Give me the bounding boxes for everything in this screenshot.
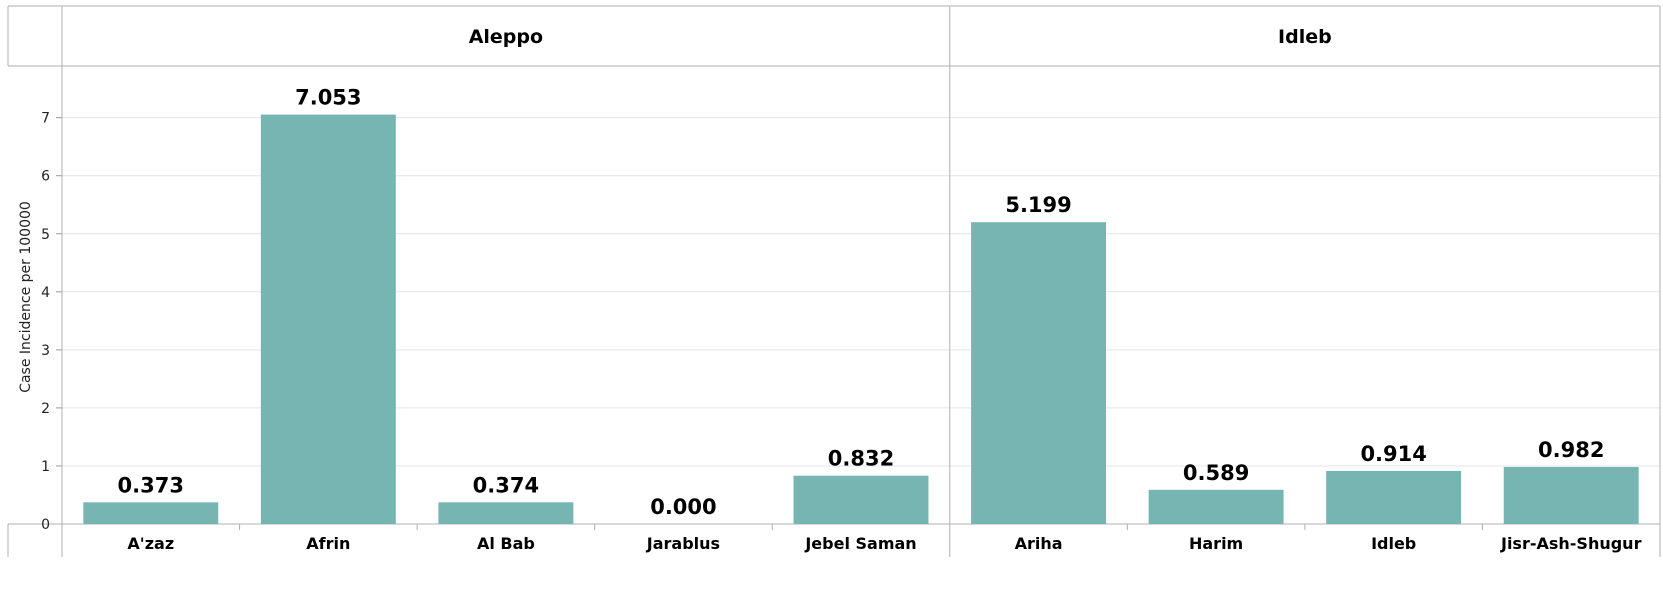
y-tick-label: 0 xyxy=(41,517,50,533)
panel-title: Aleppo xyxy=(469,26,543,48)
y-tick-label: 5 xyxy=(41,227,50,243)
bar xyxy=(260,114,396,524)
bar-value-label: 0.914 xyxy=(1360,442,1426,466)
bar-value-label: 7.053 xyxy=(295,86,361,110)
x-tick-label: A'zaz xyxy=(127,534,174,553)
bar xyxy=(793,475,929,524)
y-tick-label: 1 xyxy=(41,459,50,475)
x-tick-label: Idleb xyxy=(1371,534,1416,553)
bar-value-label: 5.199 xyxy=(1005,193,1071,217)
x-tick-label: Al Bab xyxy=(477,534,535,553)
x-tick-label: Jarablus xyxy=(646,534,720,553)
y-tick-label: 2 xyxy=(41,401,50,417)
bar-value-label: 0.589 xyxy=(1183,461,1249,485)
y-tick-label: 3 xyxy=(41,343,50,359)
bar xyxy=(83,502,219,524)
bar-value-label: 0.832 xyxy=(828,447,894,471)
x-tick-label: Harim xyxy=(1189,534,1243,553)
bars xyxy=(83,114,1639,524)
bar-value-label: 0.982 xyxy=(1538,438,1604,462)
x-tick-label: Jisr-Ash-Shugur xyxy=(1500,534,1642,553)
panel-title: Idleb xyxy=(1278,26,1332,48)
x-tick-label: Jebel Saman xyxy=(804,534,916,553)
x-tick-label: Afrin xyxy=(306,534,350,553)
bar xyxy=(1503,466,1639,524)
bar xyxy=(438,502,574,524)
bar-value-label: 0.374 xyxy=(473,473,539,497)
y-tick-label: 4 xyxy=(41,285,50,301)
bar xyxy=(1326,470,1462,524)
x-tick-label: Ariha xyxy=(1015,534,1063,553)
bar xyxy=(1148,489,1284,524)
y-axis-title: Case Incidence per 100000 xyxy=(18,201,34,393)
bar-value-label: 0.000 xyxy=(650,495,716,519)
labels: 0 1 2 3 4 5 6 7 Aleppo 0.373 A'zaz 7.053 Afrin 0.374 A… xyxy=(41,26,1641,553)
y-tick-label: 6 xyxy=(41,169,50,185)
bar-value-label: 0.373 xyxy=(118,473,184,497)
y-tick-label: 7 xyxy=(41,111,50,127)
bar xyxy=(971,222,1107,524)
